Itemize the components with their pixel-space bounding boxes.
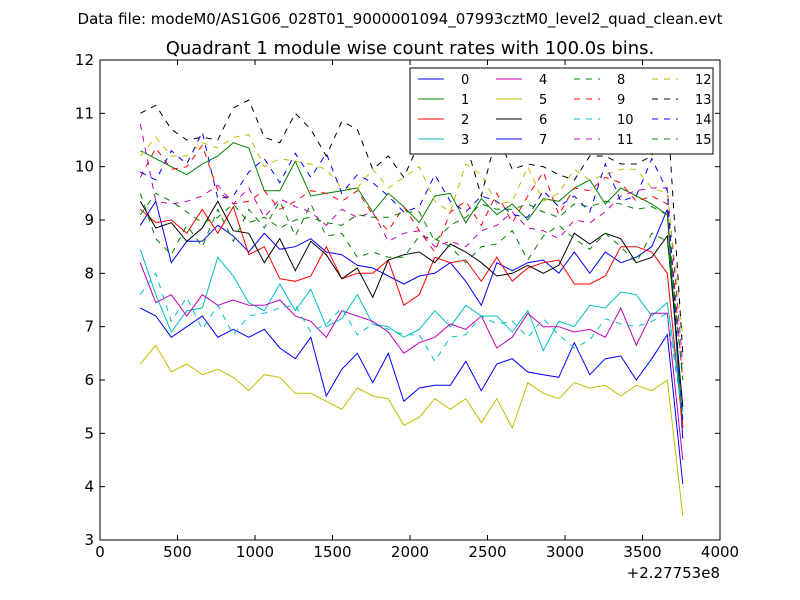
series-line-1 xyxy=(140,142,684,429)
x-axis: 0 500 1000 1500 2000 2500 3000 3500 4000 xyxy=(95,60,739,561)
legend-label-6: 6 xyxy=(539,113,547,128)
series-line-10 xyxy=(139,272,684,418)
series-line-5 xyxy=(139,344,684,517)
x-tick-label: 2000 xyxy=(391,543,429,561)
legend-label-11: 11 xyxy=(617,133,634,148)
series-line-13 xyxy=(140,99,684,354)
legend-label-2: 2 xyxy=(461,113,469,128)
legend-label-15: 15 xyxy=(695,133,712,148)
y-tick-label: 3 xyxy=(84,531,94,549)
y-tick-label: 11 xyxy=(75,104,94,122)
y-tick-label: 10 xyxy=(75,158,94,176)
series-layer xyxy=(139,99,684,517)
y-tick-label: 4 xyxy=(84,478,94,496)
y-tick-label: 9 xyxy=(84,211,94,229)
series-line-9 xyxy=(139,144,684,381)
legend-label-10: 10 xyxy=(617,113,634,128)
y-tick-label: 5 xyxy=(84,424,94,442)
series-line-14 xyxy=(140,130,684,423)
legend-label-1: 1 xyxy=(461,93,469,108)
x-tick-label: 500 xyxy=(163,543,192,561)
legend-label-4: 4 xyxy=(539,73,547,88)
legend-label-5: 5 xyxy=(539,93,547,108)
legend-label-9: 9 xyxy=(617,93,625,108)
y-tick-label: 8 xyxy=(84,264,94,282)
x-tick-label: 1000 xyxy=(236,543,274,561)
y-tick-label: 12 xyxy=(75,51,94,69)
series-line-15 xyxy=(139,192,684,381)
legend-label-3: 3 xyxy=(461,133,469,148)
legend-label-12: 12 xyxy=(695,73,712,88)
series-line-6 xyxy=(139,200,684,407)
x-tick-label: 1500 xyxy=(313,543,351,561)
legend-box xyxy=(409,67,714,155)
chart-title: Quadrant 1 module wise count rates with … xyxy=(166,38,655,59)
legend-label-13: 13 xyxy=(695,93,712,108)
legend-label-8: 8 xyxy=(617,73,625,88)
series-line-4 xyxy=(139,262,684,461)
chart-suptitle: Data file: modeM0/AS1G06_028T01_90000010… xyxy=(78,10,723,29)
legend-label-7: 7 xyxy=(539,133,547,148)
x-offset-label: +2.27753e8 xyxy=(627,564,720,582)
y-tick-label: 7 xyxy=(84,318,94,336)
series-line-12 xyxy=(139,134,684,338)
x-tick-label: 3500 xyxy=(623,543,661,561)
series-line-11 xyxy=(139,123,684,365)
legend-label-14: 14 xyxy=(695,113,712,128)
series-line-3 xyxy=(139,249,684,413)
series-line-2 xyxy=(139,205,684,429)
series-line-0 xyxy=(139,200,684,439)
x-tick-label: 0 xyxy=(95,543,105,561)
x-tick-label: 3000 xyxy=(546,543,584,561)
y-tick-label: 6 xyxy=(84,371,94,389)
x-tick-label: 2500 xyxy=(468,543,506,561)
legend-label-0: 0 xyxy=(461,73,469,88)
x-tick-label: 4000 xyxy=(701,543,739,561)
